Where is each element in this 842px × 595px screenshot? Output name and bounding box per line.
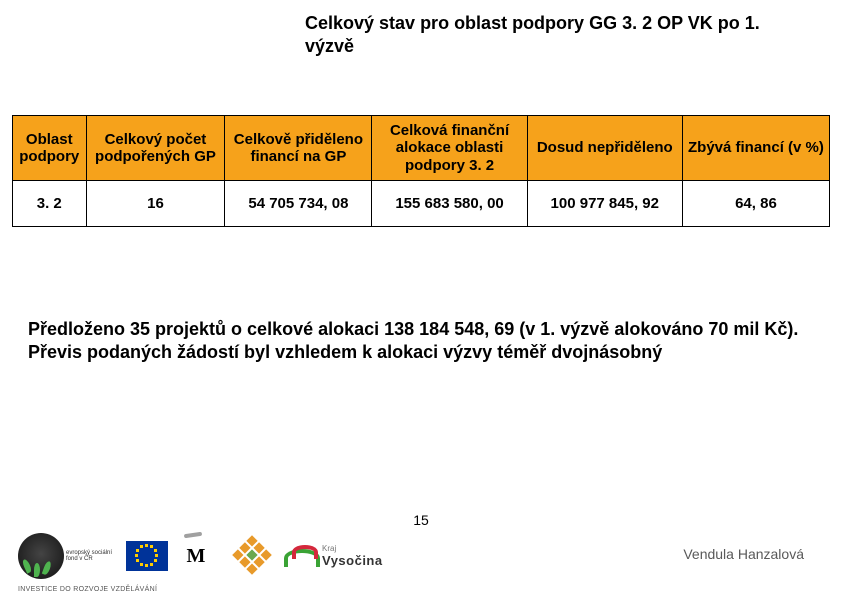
- page-number: 15: [0, 512, 842, 528]
- footer-logo-bar: evropský sociální fond v ČR M Kraj Vysoč…: [18, 531, 383, 581]
- eu-flag-logo: [126, 541, 168, 571]
- table-header-cell: Zbývá financí (v %): [682, 116, 829, 181]
- summary-table-wrap: Oblast podporyCelkový počet podpořených …: [12, 115, 830, 227]
- table-header-row: Oblast podporyCelkový počet podpořených …: [13, 116, 830, 181]
- table-header-cell: Dosud nepřiděleno: [527, 116, 682, 181]
- page-title: Celkový stav pro oblast podpory GG 3. 2 …: [305, 12, 775, 57]
- table-row: 3. 21654 705 734, 08155 683 580, 00100 9…: [13, 180, 830, 226]
- kraj-vysocina-logo: Kraj Vysočina: [284, 545, 383, 568]
- esf-caption: evropský sociální fond v ČR: [66, 550, 116, 562]
- invest-tagline: INVESTICE DO ROZVOJE VZDĚLÁVÁNÍ: [18, 586, 157, 593]
- author-name: Vendula Hanzalová: [683, 546, 804, 562]
- table-cell: 3. 2: [13, 180, 87, 226]
- table-header-cell: Celkově přiděleno financí na GP: [225, 116, 372, 181]
- msmt-logo: M: [178, 535, 214, 577]
- table-cell: 100 977 845, 92: [527, 180, 682, 226]
- vysocina-big-label: Vysočina: [322, 553, 383, 568]
- table-header-cell: Oblast podpory: [13, 116, 87, 181]
- body-paragraph: Předloženo 35 projektů o celkové alokaci…: [28, 318, 818, 365]
- table-header-cell: Celková finanční alokace oblasti podpory…: [372, 116, 527, 181]
- table-cell: 16: [86, 180, 225, 226]
- table-header-cell: Celkový počet podpořených GP: [86, 116, 225, 181]
- vysocina-small-label: Kraj: [322, 545, 383, 553]
- op-vk-logo: [224, 531, 274, 581]
- summary-table: Oblast podporyCelkový počet podpořených …: [12, 115, 830, 227]
- table-cell: 54 705 734, 08: [225, 180, 372, 226]
- table-cell: 155 683 580, 00: [372, 180, 527, 226]
- table-cell: 64, 86: [682, 180, 829, 226]
- esf-logo: evropský sociální fond v ČR: [18, 533, 116, 579]
